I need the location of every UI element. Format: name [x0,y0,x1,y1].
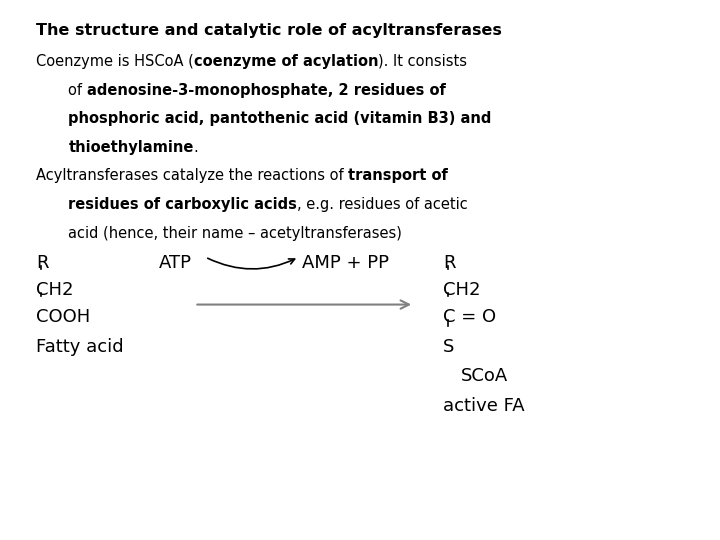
Text: acid (hence, their name – acetyltransferases): acid (hence, their name – acetyltransfer… [68,226,402,241]
Text: Fatty acid: Fatty acid [36,338,124,355]
Text: , e.g. residues of acetic: , e.g. residues of acetic [297,197,468,212]
Text: Acyltransferases catalyze the reactions of: Acyltransferases catalyze the reactions … [36,168,348,184]
Text: CH2: CH2 [36,281,73,299]
Text: .: . [194,140,199,155]
Text: SCoA: SCoA [461,367,508,385]
Text: adenosine-3-monophosphate, 2 residues of: adenosine-3-monophosphate, 2 residues of [87,83,446,98]
Text: S: S [443,338,454,355]
Text: coenzyme of acylation: coenzyme of acylation [194,54,379,69]
Text: C = O: C = O [443,308,496,326]
Text: residues of carboxylic acids: residues of carboxylic acids [68,197,297,212]
Text: COOH: COOH [36,308,90,326]
Text: ). It consists: ). It consists [379,54,467,69]
Text: ATP: ATP [158,254,192,272]
Text: CH2: CH2 [443,281,480,299]
Text: Coenzyme is HSCoA (: Coenzyme is HSCoA ( [36,54,194,69]
Text: R: R [443,254,455,272]
Text: phosphoric acid, pantothenic acid (vitamin B3) and: phosphoric acid, pantothenic acid (vitam… [68,111,492,126]
Text: R: R [36,254,48,272]
Text: active FA: active FA [443,397,524,415]
Text: The structure and catalytic role of acyltransferases: The structure and catalytic role of acyl… [36,23,502,38]
Text: of: of [68,83,87,98]
Text: transport of: transport of [348,168,448,184]
Text: thioethylamine: thioethylamine [68,140,194,155]
Text: AMP + PP: AMP + PP [302,254,390,272]
